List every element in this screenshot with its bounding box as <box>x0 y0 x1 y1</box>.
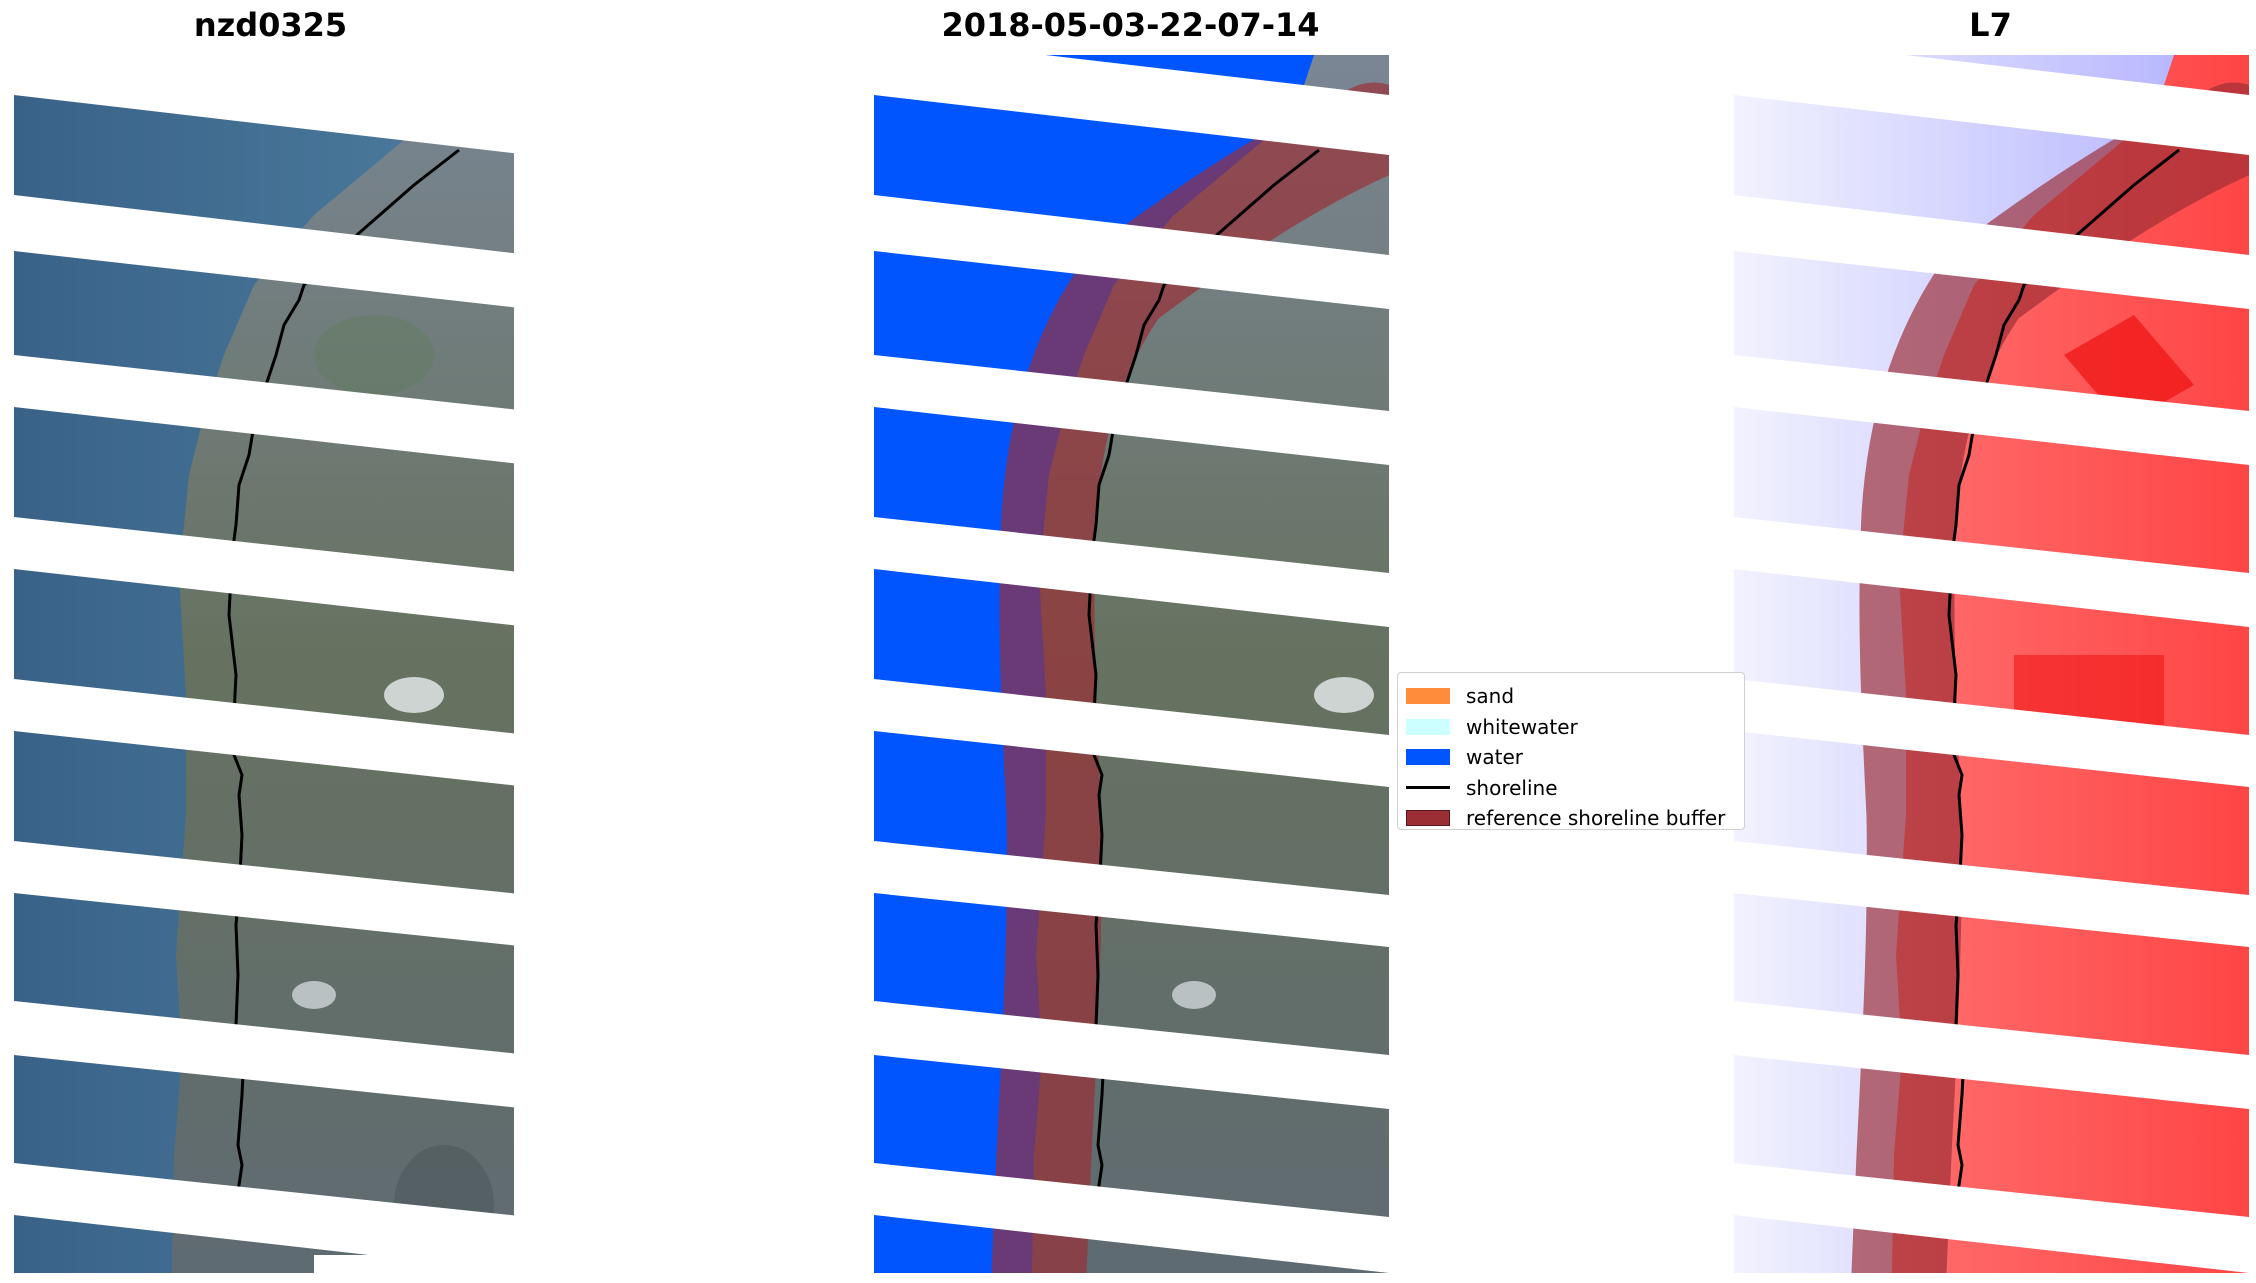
legend-label: sand <box>1466 684 1515 709</box>
legend-line-shoreline <box>1406 786 1450 790</box>
index-image <box>1734 55 2249 1273</box>
legend-item-whitewater: whitewater <box>1406 712 1744 743</box>
index-image-panel <box>1734 55 2249 1273</box>
legend-label: reference shoreline buffer <box>1466 806 1726 830</box>
legend-item-sand: sand <box>1406 681 1744 712</box>
panel-title-classified: 2018-05-03-22-07-14 <box>941 6 1320 44</box>
legend-label: whitewater <box>1466 714 1578 739</box>
legend-item-reference-buffer: reference shoreline buffer <box>1406 803 1744 830</box>
panel-title-rgb: nzd0325 <box>193 6 348 44</box>
classified-image-panel <box>874 55 1389 1273</box>
legend-swatch-water <box>1406 749 1450 766</box>
legend-swatch-reference-buffer <box>1406 810 1450 827</box>
classified-image <box>874 55 1389 1273</box>
legend-item-shoreline: shoreline <box>1406 773 1744 804</box>
rgb-image <box>14 55 529 1273</box>
legend-item-water: water <box>1406 742 1744 773</box>
rgb-image-panel <box>14 55 529 1273</box>
legend-swatch-whitewater <box>1406 718 1450 735</box>
legend-swatch-sand <box>1406 688 1450 705</box>
panel-title-index: L7 <box>1969 6 2012 44</box>
legend-label: water <box>1466 745 1523 770</box>
legend: sand whitewater water shoreline referenc… <box>1397 672 1745 830</box>
legend-label: shoreline <box>1466 775 1558 800</box>
